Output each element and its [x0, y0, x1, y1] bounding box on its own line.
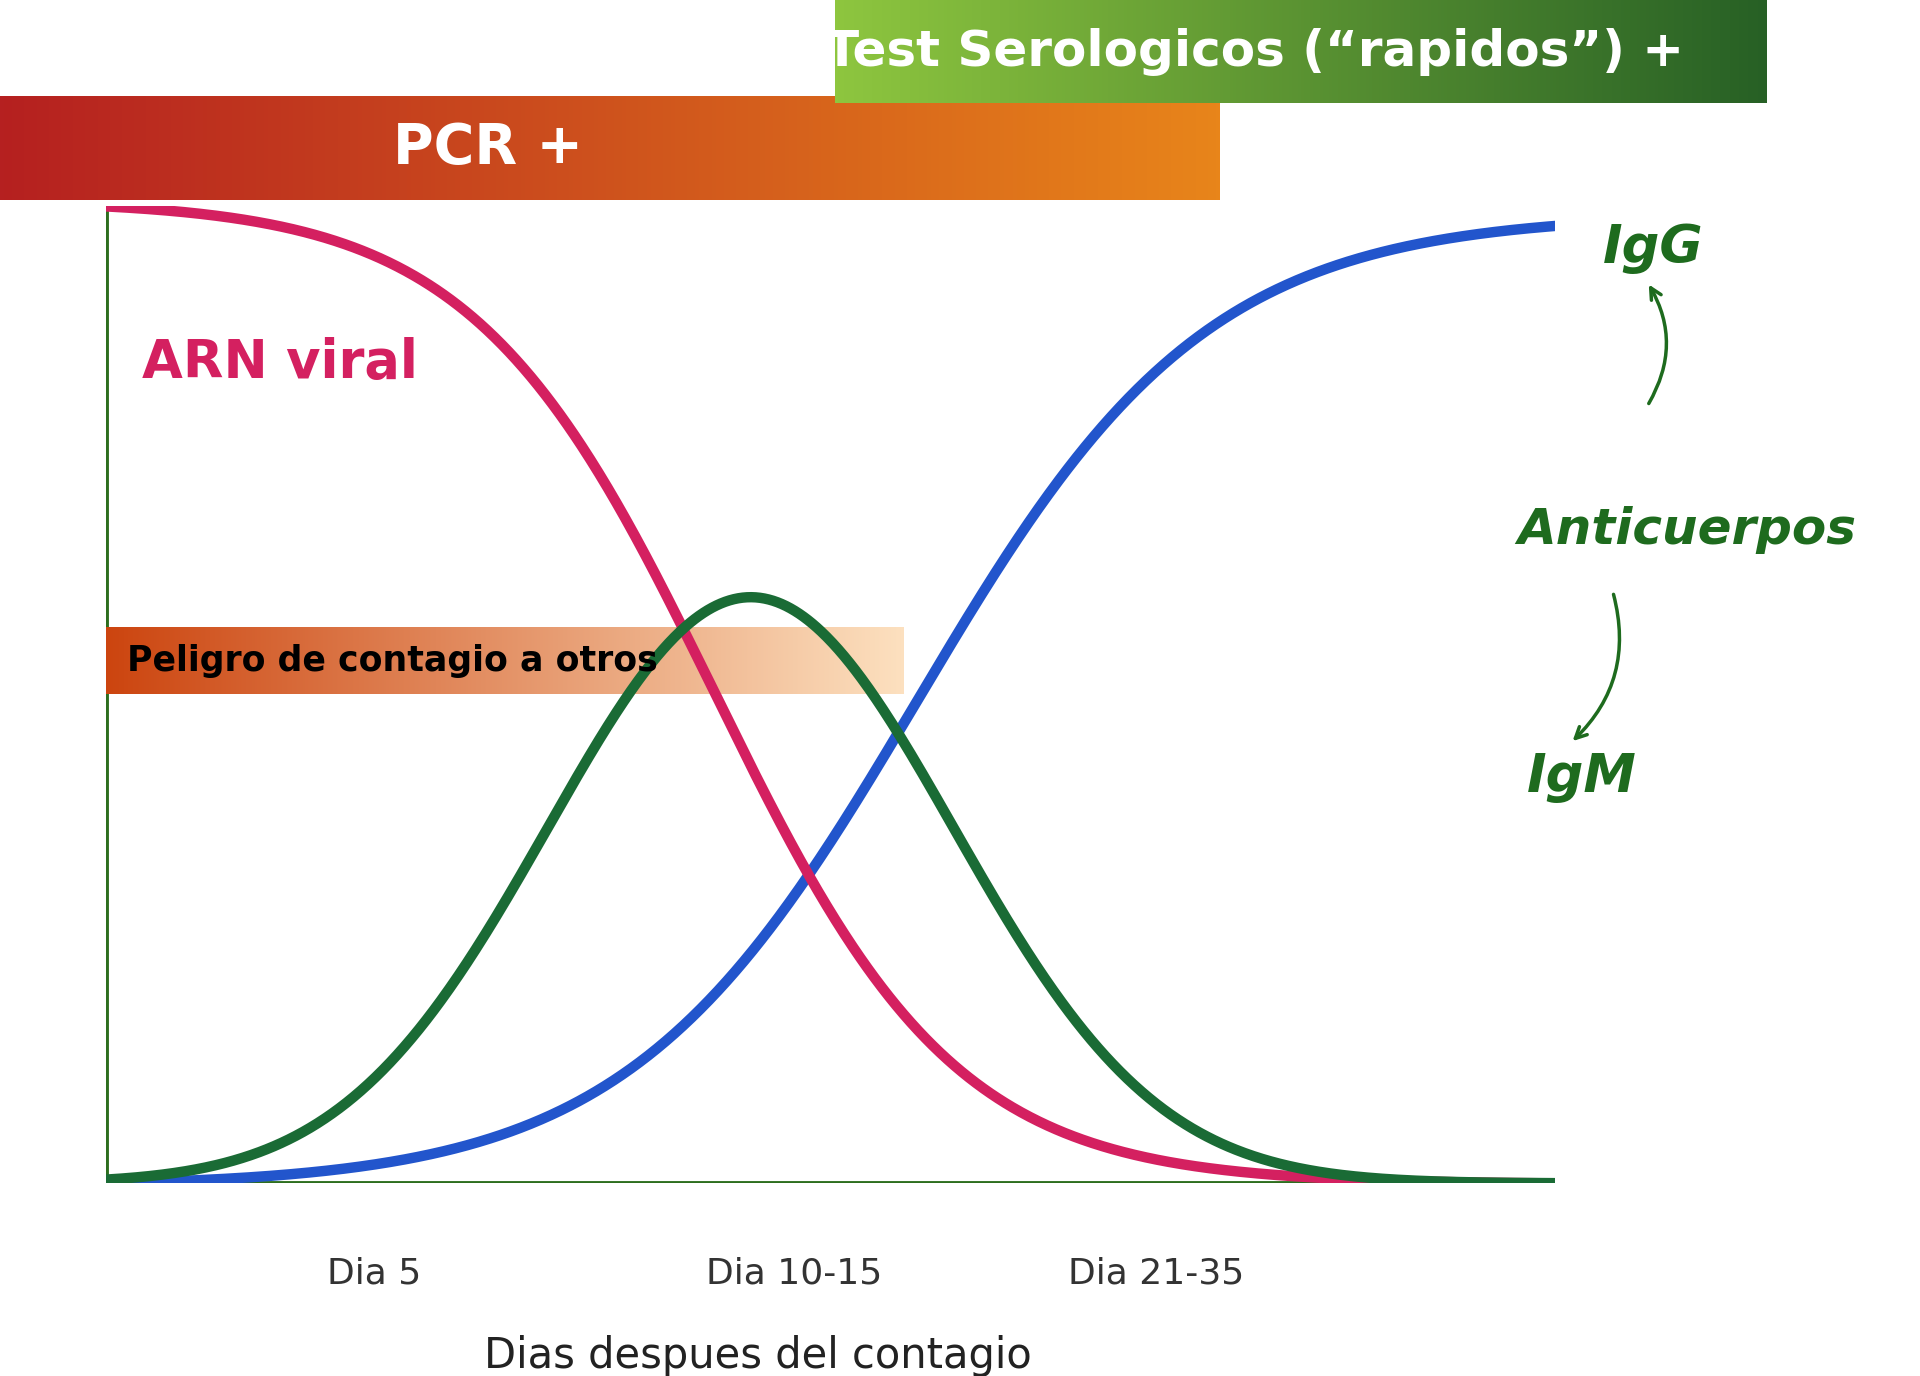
Text: Peligro de contagio a otros: Peligro de contagio a otros [127, 644, 659, 678]
Text: Dia 5: Dia 5 [326, 1256, 420, 1291]
Text: IgM: IgM [1526, 751, 1636, 804]
Text: Dias despues del contagio: Dias despues del contagio [484, 1335, 1031, 1376]
Text: Anticuerpos: Anticuerpos [1517, 506, 1857, 553]
Text: IgG: IgG [1603, 222, 1703, 274]
Text: Dia 21-35: Dia 21-35 [1068, 1256, 1244, 1291]
Text: ARN viral: ARN viral [142, 337, 419, 388]
Text: Dia 10-15: Dia 10-15 [707, 1256, 883, 1291]
Text: PCR +: PCR + [394, 121, 582, 175]
Text: Test Serologicos (“rapidos”) +: Test Serologicos (“rapidos”) + [826, 28, 1684, 76]
